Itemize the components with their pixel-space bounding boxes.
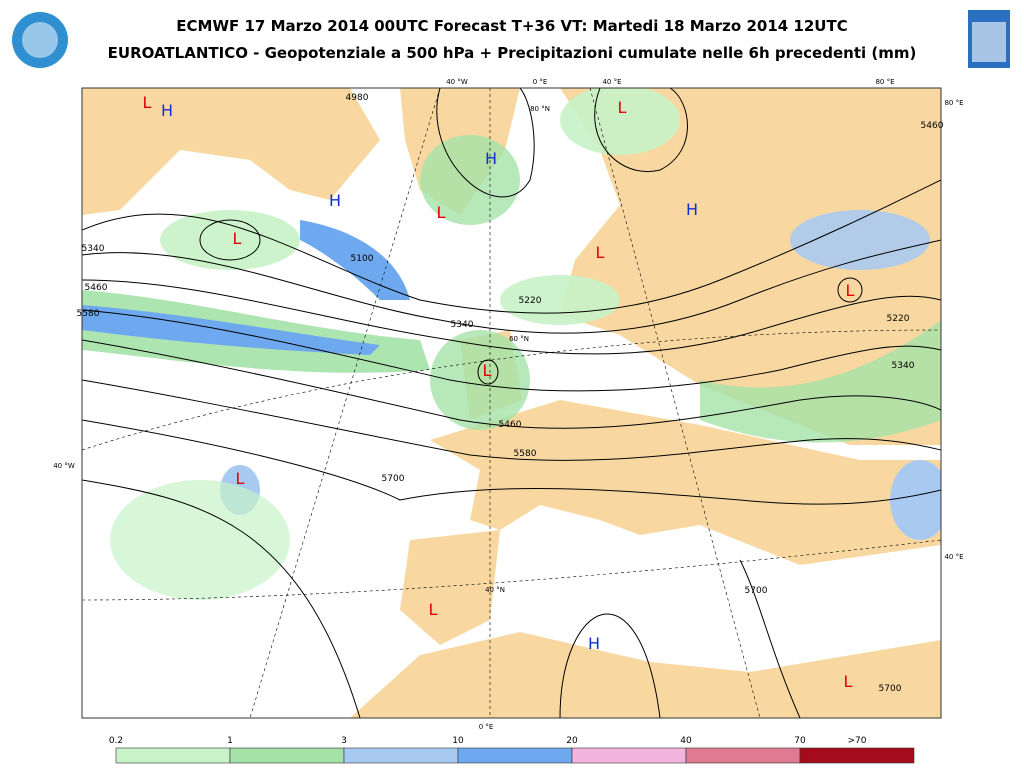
map <box>82 88 941 718</box>
contour-label: 5220 <box>887 314 910 324</box>
legend-swatch <box>685 747 801 764</box>
pressure-system: H <box>161 101 173 120</box>
contour-label: 5340 <box>892 361 915 371</box>
pressure-system: H <box>329 191 341 210</box>
pressure-system: L <box>844 672 853 691</box>
pressure-system: L <box>618 98 627 117</box>
pressure-system: L <box>596 243 605 262</box>
contour-label: 5700 <box>745 586 768 596</box>
pressure-system: L <box>233 229 242 248</box>
logo-left-inner <box>22 22 58 58</box>
pressure-system: H <box>485 149 497 168</box>
legend-label: 0.2 <box>109 736 123 746</box>
contour-label: 5100 <box>351 254 374 264</box>
legend-swatch <box>115 747 231 764</box>
contour-label: 5460 <box>85 283 108 293</box>
graticule-label: 40 °E <box>944 553 963 561</box>
contour-label: 5580 <box>514 449 537 459</box>
pressure-system: L <box>143 93 152 112</box>
legend-swatch <box>229 747 345 764</box>
graticule-label: 40 °W <box>53 462 75 470</box>
graticule-label: 40 °N <box>485 586 505 594</box>
legend-label: 40 <box>680 736 692 746</box>
legend-swatch <box>799 747 915 764</box>
legend-label: >70 <box>848 736 867 746</box>
graticule-label: 60 °N <box>509 335 529 343</box>
graticule-label: 80 °E <box>944 99 963 107</box>
contour-label: 4980 <box>346 93 369 103</box>
graticule <box>82 88 941 718</box>
logo-right-inner <box>972 22 1006 62</box>
pressure-system: L <box>437 203 446 222</box>
graticule-label: 40 °E <box>602 78 621 86</box>
legend-swatch <box>571 747 687 764</box>
contour-label: 5220 <box>519 296 542 306</box>
graticule-label: 40 °W <box>446 78 468 86</box>
contour-label: 5460 <box>499 420 522 430</box>
graticule-label: 0 °E <box>533 78 548 86</box>
legend-label: 1 <box>227 736 233 746</box>
legend-label: 20 <box>566 736 578 746</box>
legend-label: 70 <box>794 736 806 746</box>
contour-label: 5460 <box>921 121 944 131</box>
title: ECMWF 17 Marzo 2014 00UTC Forecast T+36 … <box>176 17 847 35</box>
graticule-label: 0 °E <box>479 723 494 731</box>
contours <box>82 88 941 718</box>
subtitle: EUROATLANTICO - Geopotenziale a 500 hPa … <box>108 44 917 62</box>
contour-label: 5340 <box>451 320 474 330</box>
legend-label: 3 <box>341 736 347 746</box>
contour-label: 5700 <box>382 474 405 484</box>
pressure-system: L <box>429 600 438 619</box>
pressure-system: L <box>846 281 855 300</box>
legend-swatch <box>343 747 459 764</box>
pressure-system: H <box>588 634 600 653</box>
legend-label: 10 <box>452 736 464 746</box>
graticule-label: 80 °N <box>530 105 550 113</box>
contour-label: 5580 <box>77 309 100 319</box>
graticule-label: 80 °E <box>875 78 894 86</box>
pressure-system: L <box>236 469 245 488</box>
pressure-system: H <box>686 200 698 219</box>
contour-label: 5700 <box>879 684 902 694</box>
pressure-system: L <box>483 361 492 380</box>
map-frame <box>81 87 942 719</box>
contour-label: 5340 <box>82 244 105 254</box>
legend-swatch <box>457 747 573 764</box>
